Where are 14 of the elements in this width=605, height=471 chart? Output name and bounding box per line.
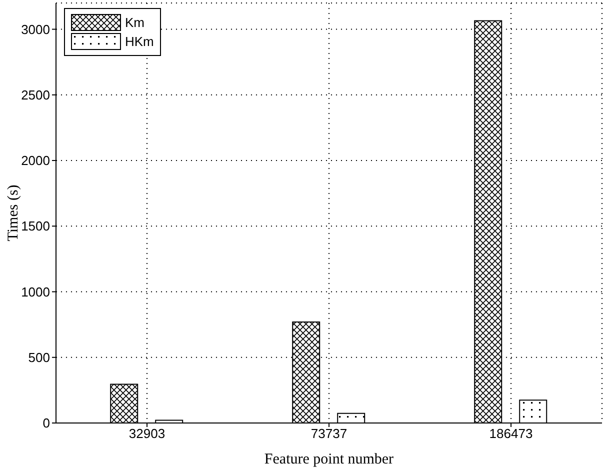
legend-label: HKm <box>125 34 154 49</box>
x-tick-label: 32903 <box>128 426 166 442</box>
y-tick-label: 3000 <box>21 22 50 37</box>
y-tick-label: 500 <box>28 350 50 365</box>
x-tick-label: 73737 <box>310 426 348 442</box>
y-axis-title: Times (s) <box>5 184 22 242</box>
y-tick-label: 1500 <box>21 218 50 234</box>
y-tick-label: 1000 <box>21 284 50 300</box>
x-tick-label: 186473 <box>489 426 533 442</box>
legend-label: Km <box>125 15 144 30</box>
x-axis-title: Feature point number <box>264 452 394 468</box>
y-tick-label: 2000 <box>21 153 50 168</box>
y-tick-label: 2500 <box>21 87 50 102</box>
y-tick-label: 0 <box>42 416 50 431</box>
